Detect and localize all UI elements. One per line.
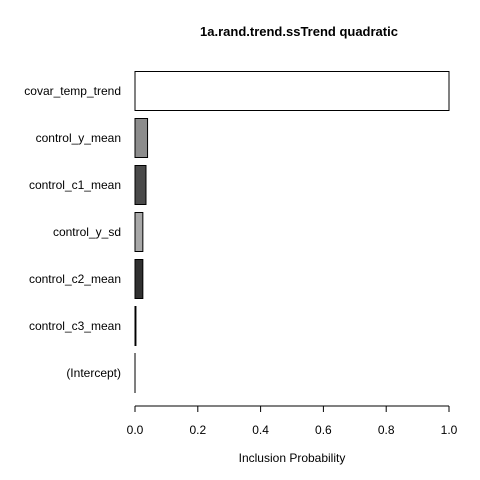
bar-control-y-mean bbox=[134, 118, 149, 158]
x-axis: 0.0 0.2 0.4 0.6 0.8 1.0 bbox=[127, 405, 458, 437]
category-label: (Intercept) bbox=[66, 366, 121, 380]
x-tick-label: 1.0 bbox=[441, 423, 458, 437]
bar-control-c2-mean bbox=[134, 259, 144, 299]
bar-covar-temp-trend bbox=[134, 71, 450, 111]
category-label: control_c3_mean bbox=[29, 319, 121, 333]
x-tick-label: 0.0 bbox=[127, 423, 144, 437]
x-tick-label: 0.8 bbox=[378, 423, 395, 437]
x-axis-label: Inclusion Probability bbox=[239, 451, 346, 465]
x-tick-label: 0.6 bbox=[315, 423, 332, 437]
category-label: control_c1_mean bbox=[29, 178, 121, 192]
category-labels: covar_temp_trend control_y_mean control_c1… bbox=[24, 84, 121, 380]
bars-group bbox=[134, 71, 450, 393]
bar-control-c1-mean bbox=[134, 165, 147, 205]
chart-title: 1a.rand.trend.ssTrend quadratic bbox=[200, 24, 398, 39]
x-tick-label: 0.2 bbox=[189, 423, 206, 437]
x-tick-label: 0.4 bbox=[252, 423, 269, 437]
category-label: control_y_mean bbox=[36, 131, 121, 145]
category-label: covar_temp_trend bbox=[24, 84, 121, 98]
bar-control-c3-mean bbox=[134, 306, 137, 346]
category-label: control_y_sd bbox=[53, 225, 121, 239]
bar-control-y-sd bbox=[134, 212, 144, 252]
category-label: control_c2_mean bbox=[29, 272, 121, 286]
